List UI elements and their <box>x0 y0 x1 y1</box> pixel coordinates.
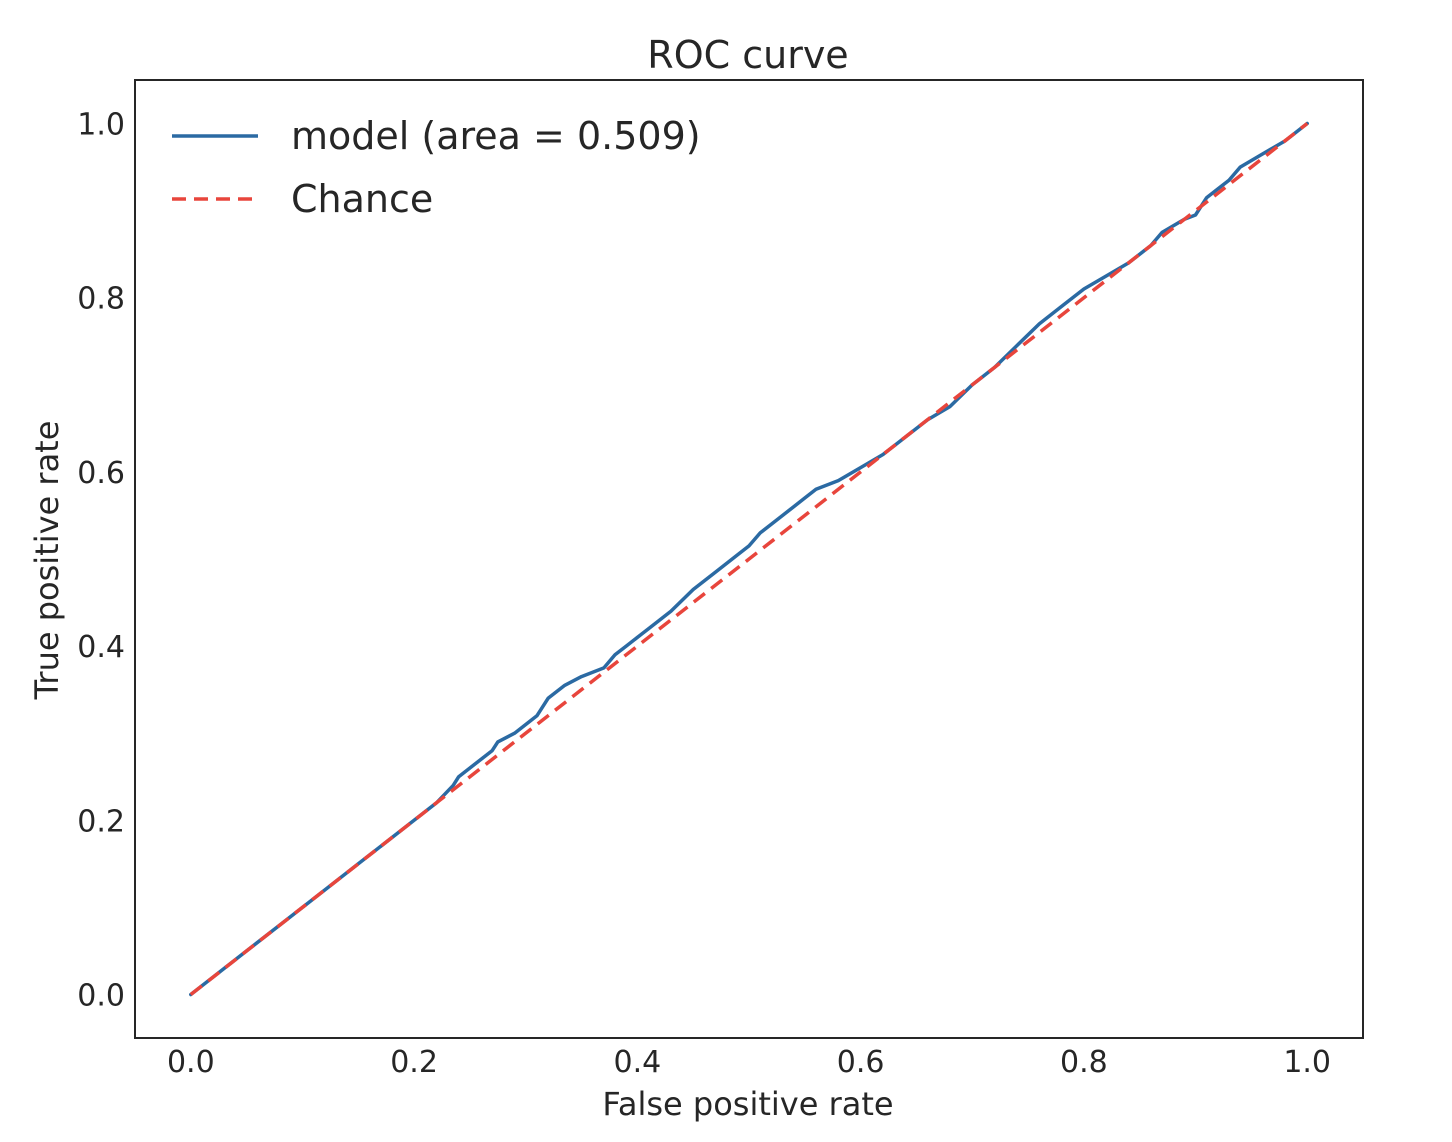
x-tick-label: 0.6 <box>837 1045 885 1080</box>
y-axis-ticks: 0.0 0.2 0.4 0.6 0.8 1.0 <box>77 108 125 1014</box>
series-line-chance <box>189 122 1309 996</box>
y-tick-label: 0.0 <box>77 978 125 1013</box>
y-axis-label: True positive rate <box>28 421 66 701</box>
series-line-model <box>189 121 1309 997</box>
x-axis-ticks: 0.0 0.2 0.4 0.6 0.8 1.0 <box>167 1045 1331 1080</box>
legend-label-model: model (area = 0.509) <box>291 114 701 158</box>
y-tick-label: 0.2 <box>77 804 125 839</box>
y-tick-label: 0.6 <box>77 456 125 491</box>
legend: model (area = 0.509) Chance <box>172 114 701 221</box>
x-tick-label: 0.2 <box>390 1045 438 1080</box>
x-tick-label: 0.8 <box>1060 1045 1108 1080</box>
x-tick-label: 0.0 <box>167 1045 215 1080</box>
x-tick-label: 0.4 <box>614 1045 662 1080</box>
y-tick-label: 0.8 <box>77 282 125 317</box>
x-axis-label: False positive rate <box>602 1085 893 1123</box>
chart-title: ROC curve <box>647 33 848 77</box>
legend-label-chance: Chance <box>291 177 433 221</box>
series-layer <box>189 121 1309 997</box>
x-tick-label: 1.0 <box>1283 1045 1331 1080</box>
y-tick-label: 0.4 <box>77 630 125 665</box>
y-tick-label: 1.0 <box>77 108 125 143</box>
